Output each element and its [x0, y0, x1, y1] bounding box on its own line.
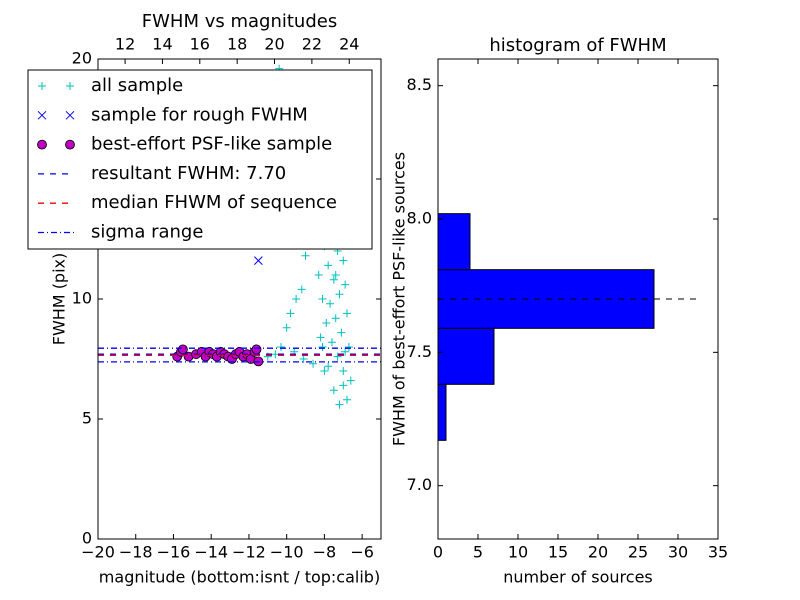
marker: [331, 314, 340, 323]
axes-frame: [437, 58, 719, 540]
marker: [309, 359, 318, 368]
y-tick-label: 8.0: [407, 209, 432, 228]
bar: [438, 383, 447, 441]
x-tick-label: −6: [350, 543, 374, 562]
marker: [299, 355, 308, 363]
marker: [335, 400, 344, 409]
x-tick-label: −10: [270, 543, 304, 562]
marker: [282, 323, 291, 332]
x-tick-label: 15: [548, 543, 568, 562]
marker: [314, 271, 323, 279]
x-tick-label: 20: [588, 543, 608, 562]
x2-tick-label: 20: [264, 35, 284, 54]
legend-label: sigma range: [91, 222, 203, 243]
y-tick-label: 20: [72, 49, 92, 68]
marker: [322, 319, 331, 327]
legend: [27, 69, 373, 250]
marker: [320, 367, 329, 375]
x2-tick-label: 16: [190, 35, 210, 54]
y-axis-label: FWHM of best-effort PSF-like sources: [390, 152, 409, 446]
x2-tick-label: 12: [115, 35, 135, 54]
y-tick-label: 0: [82, 529, 92, 548]
y-tick-label: 7.5: [407, 342, 432, 361]
marker: [251, 344, 262, 355]
y-tick-label: 8.5: [407, 75, 432, 94]
legend-label: sample for rough FWHM: [91, 104, 308, 125]
x-axis-label: magnitude (bottom:isnt / top:calib): [99, 568, 380, 587]
x2-tick-label: 24: [339, 35, 359, 54]
marker: [329, 386, 338, 395]
marker: [301, 251, 310, 260]
marker: [344, 343, 353, 351]
axes-frame: [97, 58, 382, 540]
bar: [438, 213, 471, 271]
x-tick-label: 35: [708, 543, 728, 562]
x-tick-label: 5: [473, 543, 483, 562]
y-tick-label: 10: [72, 289, 92, 308]
x-tick-label: −8: [313, 543, 337, 562]
x-tick-label: −18: [119, 543, 153, 562]
marker: [331, 271, 340, 279]
x-tick-label: −14: [194, 543, 228, 562]
x-tick-label: 10: [508, 543, 528, 562]
marker: [254, 256, 263, 265]
legend-label: best-effort PSF-like sample: [91, 134, 332, 155]
y-tick-label: 7.0: [407, 475, 432, 494]
marker: [341, 280, 350, 289]
marker: [65, 139, 75, 150]
marker: [343, 309, 352, 318]
marker: [346, 376, 355, 385]
x2-tick-label: 22: [302, 35, 322, 54]
marker: [339, 256, 348, 265]
marker: [38, 82, 46, 90]
marker: [316, 333, 325, 342]
marker: [286, 309, 295, 318]
bar: [438, 327, 495, 385]
marker: [318, 295, 327, 303]
marker: [326, 299, 335, 308]
x-tick-label: −16: [157, 543, 191, 562]
x2-tick-label: 18: [227, 35, 247, 54]
chart-title: FWHM vs magnitudes: [142, 11, 337, 32]
marker: [324, 362, 333, 371]
chart-title: histogram of FWHM: [489, 35, 666, 56]
legend-label: resultant FWHM: 7.70: [91, 163, 286, 184]
legend-label: all sample: [91, 75, 183, 96]
x-tick-label: −12: [232, 543, 266, 562]
marker: [339, 367, 348, 375]
x2-tick-label: 14: [152, 35, 172, 54]
x-axis-label: number of sources: [503, 568, 653, 587]
marker: [277, 343, 286, 351]
marker: [333, 352, 342, 361]
x-tick-label: 25: [628, 543, 648, 562]
marker: [324, 261, 333, 270]
x-tick-label: 0: [433, 543, 443, 562]
x-tick-label: 30: [668, 543, 688, 562]
legend-label: median FHWM of sequence: [91, 192, 337, 213]
marker: [37, 110, 47, 120]
marker: [341, 347, 350, 356]
marker: [337, 328, 346, 337]
y-tick-label: 5: [82, 409, 92, 428]
marker: [318, 343, 327, 351]
marker: [327, 338, 336, 347]
marker: [329, 275, 338, 284]
marker: [292, 295, 301, 303]
marker: [339, 381, 348, 390]
marker: [297, 285, 306, 294]
x-tick-label: −20: [81, 543, 115, 562]
marker: [37, 139, 47, 150]
marker: [343, 395, 352, 404]
y-axis-label: FWHM (pix): [50, 253, 69, 346]
marker: [335, 290, 344, 299]
marker: [65, 110, 75, 120]
marker: [66, 82, 74, 90]
